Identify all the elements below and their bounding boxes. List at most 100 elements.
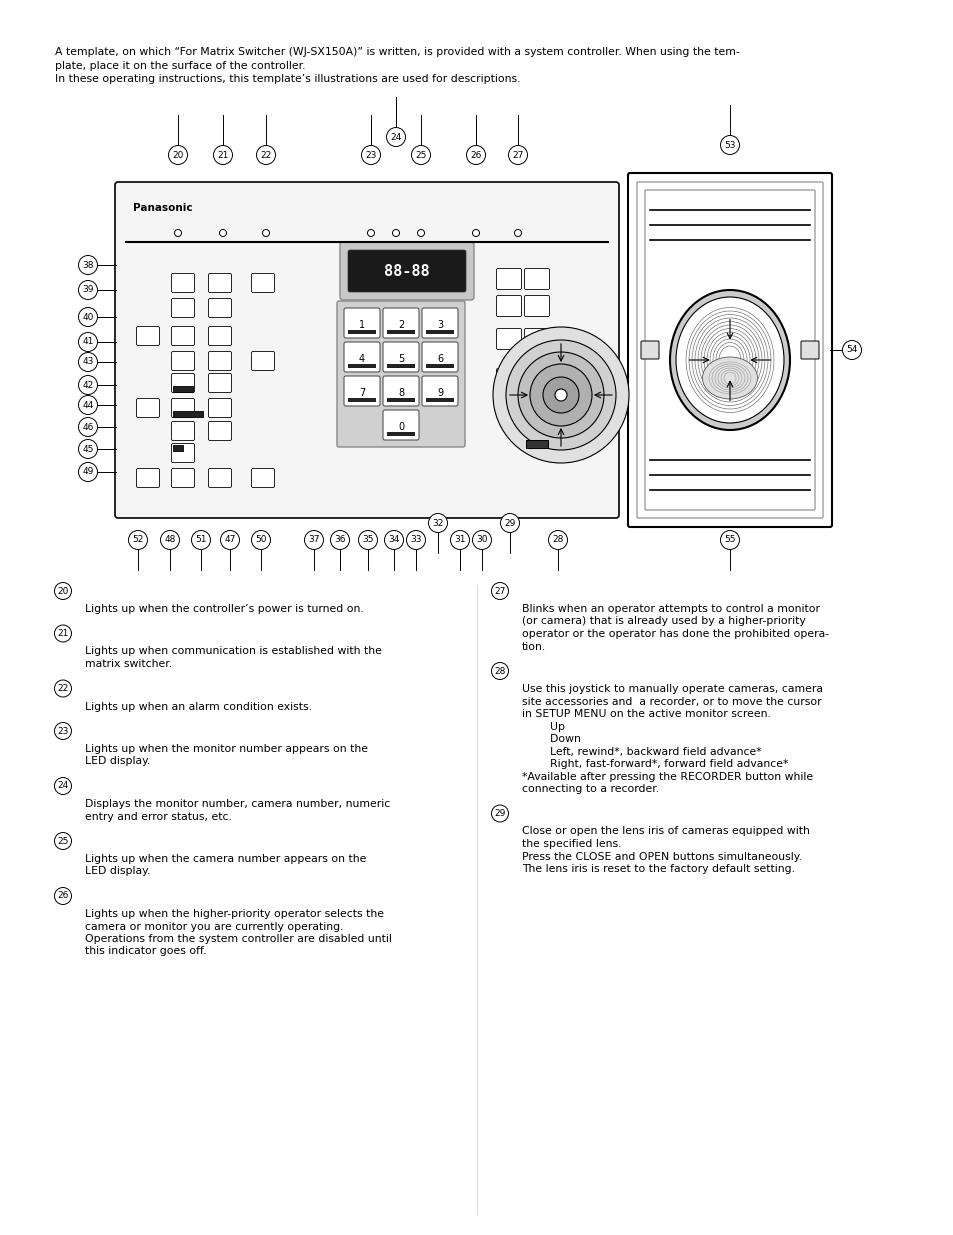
- Circle shape: [466, 146, 485, 164]
- FancyBboxPatch shape: [348, 249, 465, 291]
- Text: 27: 27: [494, 587, 505, 595]
- Circle shape: [555, 389, 566, 401]
- Text: 41: 41: [82, 337, 93, 347]
- Text: 23: 23: [365, 151, 376, 159]
- Circle shape: [78, 352, 97, 372]
- Text: 8: 8: [397, 388, 404, 398]
- FancyBboxPatch shape: [172, 373, 194, 393]
- FancyBboxPatch shape: [209, 373, 232, 393]
- Circle shape: [491, 805, 508, 823]
- Text: Lights up when communication is established with the: Lights up when communication is establis…: [85, 646, 381, 657]
- Bar: [348, 398, 375, 403]
- FancyBboxPatch shape: [496, 329, 521, 350]
- Circle shape: [78, 280, 97, 300]
- FancyBboxPatch shape: [209, 273, 232, 293]
- FancyBboxPatch shape: [252, 468, 274, 488]
- Text: The lens iris is reset to the factory default setting.: The lens iris is reset to the factory de…: [521, 864, 794, 874]
- Text: LED display.: LED display.: [85, 867, 151, 877]
- Text: operator or the operator has done the prohibited opera-: operator or the operator has done the pr…: [521, 629, 828, 638]
- Circle shape: [505, 340, 616, 450]
- Circle shape: [78, 256, 97, 274]
- Text: Close or open the lens iris of cameras equipped with: Close or open the lens iris of cameras e…: [521, 826, 809, 836]
- Circle shape: [262, 230, 269, 236]
- Text: 28: 28: [552, 536, 563, 545]
- Text: 50: 50: [255, 536, 267, 545]
- FancyBboxPatch shape: [421, 342, 457, 372]
- Text: 53: 53: [723, 141, 735, 149]
- Circle shape: [78, 417, 97, 436]
- Circle shape: [169, 146, 188, 164]
- Text: 55: 55: [723, 536, 735, 545]
- Text: Down: Down: [521, 734, 580, 743]
- Circle shape: [192, 531, 211, 550]
- Text: 36: 36: [334, 536, 345, 545]
- Text: 47: 47: [224, 536, 235, 545]
- Circle shape: [219, 230, 226, 236]
- Circle shape: [54, 888, 71, 904]
- Text: 28: 28: [494, 667, 505, 676]
- Circle shape: [542, 377, 578, 412]
- Text: 51: 51: [195, 536, 207, 545]
- Text: 2: 2: [397, 320, 404, 330]
- Circle shape: [174, 230, 181, 236]
- Bar: [426, 364, 454, 368]
- FancyBboxPatch shape: [382, 342, 418, 372]
- Circle shape: [417, 230, 424, 236]
- Circle shape: [358, 531, 377, 550]
- FancyBboxPatch shape: [172, 352, 194, 370]
- Circle shape: [450, 531, 469, 550]
- Text: 25: 25: [57, 836, 69, 846]
- Circle shape: [54, 625, 71, 642]
- Text: 38: 38: [82, 261, 93, 269]
- Circle shape: [508, 146, 527, 164]
- Text: 40: 40: [82, 312, 93, 321]
- Circle shape: [367, 230, 375, 236]
- FancyBboxPatch shape: [524, 329, 549, 350]
- FancyBboxPatch shape: [172, 273, 194, 293]
- FancyBboxPatch shape: [524, 368, 549, 389]
- Text: 30: 30: [476, 536, 487, 545]
- Text: 27: 27: [512, 151, 523, 159]
- Text: 48: 48: [164, 536, 175, 545]
- Circle shape: [361, 146, 380, 164]
- Text: 45: 45: [82, 445, 93, 453]
- Text: 26: 26: [57, 892, 69, 900]
- Circle shape: [54, 583, 71, 599]
- Bar: [387, 398, 415, 403]
- FancyBboxPatch shape: [524, 268, 549, 289]
- Text: 1: 1: [358, 320, 365, 330]
- Text: Blinks when an operator attempts to control a monitor: Blinks when an operator attempts to cont…: [521, 604, 820, 614]
- Circle shape: [428, 514, 447, 532]
- Text: 25: 25: [415, 151, 426, 159]
- Text: 6: 6: [436, 354, 442, 364]
- FancyBboxPatch shape: [209, 299, 232, 317]
- FancyBboxPatch shape: [801, 341, 818, 359]
- FancyBboxPatch shape: [421, 308, 457, 338]
- Circle shape: [78, 332, 97, 352]
- Text: 26: 26: [470, 151, 481, 159]
- Circle shape: [220, 531, 239, 550]
- FancyBboxPatch shape: [496, 368, 521, 389]
- Text: 9: 9: [436, 388, 442, 398]
- FancyBboxPatch shape: [524, 295, 549, 316]
- Text: plate, place it on the surface of the controller.: plate, place it on the surface of the co…: [55, 61, 305, 70]
- Circle shape: [213, 146, 233, 164]
- Circle shape: [392, 230, 399, 236]
- Text: Left, rewind*, backward field advance*: Left, rewind*, backward field advance*: [521, 746, 760, 757]
- Circle shape: [530, 364, 592, 426]
- Bar: [426, 398, 454, 403]
- Text: 22: 22: [260, 151, 272, 159]
- Circle shape: [493, 327, 628, 463]
- Text: 39: 39: [82, 285, 93, 294]
- Text: connecting to a recorder.: connecting to a recorder.: [521, 784, 659, 794]
- Text: 21: 21: [217, 151, 229, 159]
- FancyBboxPatch shape: [209, 352, 232, 370]
- Text: Use this joystick to manually operate cameras, camera: Use this joystick to manually operate ca…: [521, 684, 822, 694]
- Text: LED display.: LED display.: [85, 757, 151, 767]
- FancyBboxPatch shape: [209, 326, 232, 346]
- Text: Displays the monitor number, camera number, numeric: Displays the monitor number, camera numb…: [85, 799, 390, 809]
- Circle shape: [386, 127, 405, 147]
- FancyBboxPatch shape: [209, 399, 232, 417]
- Circle shape: [252, 531, 271, 550]
- Circle shape: [491, 662, 508, 679]
